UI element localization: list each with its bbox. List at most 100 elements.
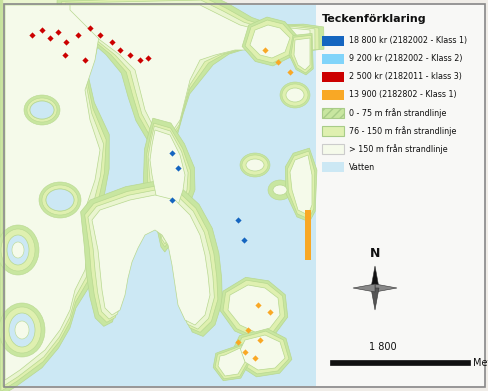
Polygon shape xyxy=(220,277,287,340)
Point xyxy=(38,27,46,33)
Point xyxy=(254,302,262,308)
Point xyxy=(126,52,134,58)
Polygon shape xyxy=(88,190,214,329)
Ellipse shape xyxy=(46,189,74,211)
Bar xyxy=(329,360,469,365)
Bar xyxy=(321,72,343,82)
Point xyxy=(116,47,123,53)
Text: N: N xyxy=(369,247,379,260)
Bar xyxy=(321,108,343,118)
Polygon shape xyxy=(227,285,280,332)
Point xyxy=(144,55,152,61)
Polygon shape xyxy=(148,126,188,244)
Polygon shape xyxy=(290,35,311,73)
Point xyxy=(240,237,247,243)
Text: Vatten: Vatten xyxy=(348,163,374,172)
Ellipse shape xyxy=(272,185,286,195)
Ellipse shape xyxy=(42,185,78,215)
Polygon shape xyxy=(2,0,103,387)
Ellipse shape xyxy=(240,153,269,177)
Ellipse shape xyxy=(0,303,45,357)
Polygon shape xyxy=(215,346,247,379)
Bar xyxy=(321,126,343,136)
Bar xyxy=(321,54,343,64)
Ellipse shape xyxy=(30,101,54,119)
Polygon shape xyxy=(57,0,324,149)
Polygon shape xyxy=(0,0,109,391)
Text: 0 - 75 m från strandlinje: 0 - 75 m från strandlinje xyxy=(348,108,446,118)
Polygon shape xyxy=(1,0,106,391)
Bar xyxy=(5,5,315,386)
Ellipse shape xyxy=(46,189,74,211)
Ellipse shape xyxy=(30,101,54,119)
Polygon shape xyxy=(70,5,309,135)
Ellipse shape xyxy=(39,182,81,218)
Polygon shape xyxy=(370,266,378,288)
Polygon shape xyxy=(285,148,316,222)
Ellipse shape xyxy=(3,307,41,353)
Text: 9 200 kr (2182002 - Klass 2): 9 200 kr (2182002 - Klass 2) xyxy=(348,54,462,63)
Ellipse shape xyxy=(267,180,291,200)
Polygon shape xyxy=(240,335,285,370)
Text: 76 - 150 m från strandlinje: 76 - 150 m från strandlinje xyxy=(348,126,455,136)
Point xyxy=(168,197,176,203)
Point xyxy=(86,25,94,31)
Point xyxy=(285,69,293,75)
Point xyxy=(244,327,251,333)
Polygon shape xyxy=(61,0,318,144)
Polygon shape xyxy=(242,17,297,66)
Point xyxy=(256,337,264,343)
Point xyxy=(250,355,258,361)
Point xyxy=(62,39,70,45)
Point xyxy=(28,32,36,38)
Polygon shape xyxy=(352,284,374,292)
Ellipse shape xyxy=(1,229,35,271)
Point xyxy=(61,52,69,58)
Point xyxy=(174,165,182,171)
Point xyxy=(81,57,89,63)
Text: Teckenförklaring: Teckenförklaring xyxy=(321,14,426,24)
Polygon shape xyxy=(249,25,289,58)
Polygon shape xyxy=(370,288,378,310)
Point xyxy=(234,339,242,345)
Polygon shape xyxy=(92,195,209,325)
Polygon shape xyxy=(84,186,218,332)
Ellipse shape xyxy=(280,82,309,108)
Text: 13 900 (2182802 - Klass 1): 13 900 (2182802 - Klass 1) xyxy=(348,90,456,99)
Point xyxy=(241,349,248,355)
Polygon shape xyxy=(150,130,184,240)
Text: Meter: Meter xyxy=(472,357,488,368)
Ellipse shape xyxy=(245,159,264,171)
Polygon shape xyxy=(218,348,244,376)
Point xyxy=(96,32,103,38)
Text: 1 800: 1 800 xyxy=(368,342,396,352)
Polygon shape xyxy=(142,118,195,252)
Point xyxy=(261,47,268,53)
Polygon shape xyxy=(289,155,311,215)
Ellipse shape xyxy=(15,321,29,339)
Polygon shape xyxy=(81,181,222,336)
Polygon shape xyxy=(293,38,309,70)
Polygon shape xyxy=(287,151,314,219)
Text: 2 500 kr (2182011 - klass 3): 2 500 kr (2182011 - klass 3) xyxy=(348,72,461,81)
Bar xyxy=(321,144,343,154)
Ellipse shape xyxy=(242,155,267,175)
Polygon shape xyxy=(374,284,396,292)
Bar xyxy=(321,90,343,100)
Bar xyxy=(321,162,343,172)
Bar xyxy=(305,210,310,260)
Bar xyxy=(315,5,484,386)
Text: 18 800 kr (2182002 - Klass 1): 18 800 kr (2182002 - Klass 1) xyxy=(348,36,466,45)
Text: > 150 m från strandlinje: > 150 m från strandlinje xyxy=(348,144,447,154)
Ellipse shape xyxy=(0,225,39,275)
Polygon shape xyxy=(233,328,291,377)
Ellipse shape xyxy=(9,313,35,347)
Polygon shape xyxy=(213,344,249,381)
Ellipse shape xyxy=(24,95,60,125)
Point xyxy=(265,309,273,315)
Point xyxy=(108,39,116,45)
Ellipse shape xyxy=(285,88,304,102)
Polygon shape xyxy=(146,123,190,247)
Ellipse shape xyxy=(7,235,29,265)
Ellipse shape xyxy=(282,84,307,106)
